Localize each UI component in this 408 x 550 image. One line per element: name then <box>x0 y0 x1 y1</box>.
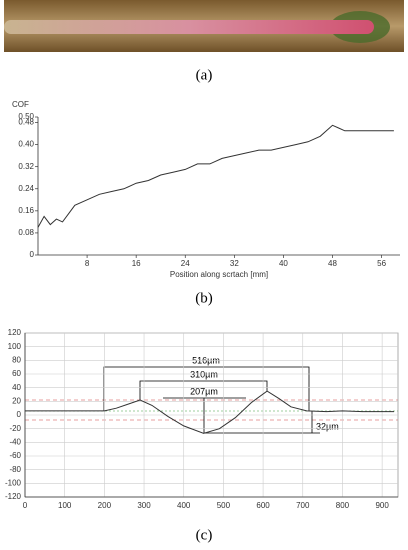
x-tick-label: 8 <box>85 259 90 268</box>
y-tick-label: -20 <box>9 424 21 433</box>
y-tick-label: -40 <box>9 437 21 446</box>
x-tick-label: 100 <box>58 501 72 510</box>
annotation: 207µm <box>190 386 218 396</box>
y-tick-label: 0.40 <box>18 140 34 149</box>
x-tick-label: 24 <box>181 259 190 268</box>
y-tick-label: 0.16 <box>18 206 34 215</box>
y-tick-label: -120 <box>5 492 22 501</box>
y-tick-label: 80 <box>12 355 21 364</box>
x-tick-label: 500 <box>217 501 231 510</box>
y-tick-label: 0.24 <box>18 184 34 193</box>
y-tick-label: 0.48 <box>18 118 34 127</box>
x-tick-label: 40 <box>279 259 288 268</box>
dimension-lines <box>103 366 320 434</box>
x-tick-label: 600 <box>256 501 270 510</box>
x-tick-label: 300 <box>137 501 151 510</box>
x-tick-label: 0 <box>23 501 28 510</box>
y-tick-label: 0.50 <box>18 112 34 121</box>
x-tick-label: 200 <box>98 501 112 510</box>
y-tick-label: 60 <box>12 369 21 378</box>
x-tick-label: 56 <box>377 259 386 268</box>
y-tick-label: 0.08 <box>18 228 34 237</box>
x-tick-label: 32 <box>230 259 239 268</box>
x-axis-label: Position along scrtach [mm] <box>170 270 268 279</box>
panel-label: (b) <box>195 290 213 306</box>
y-tick-label: 0 <box>17 410 22 419</box>
y-tick-label: 120 <box>8 328 22 337</box>
x-tick-label: 400 <box>177 501 191 510</box>
y-tick-label: 0 <box>30 250 35 259</box>
x-tick-label: 700 <box>296 501 310 510</box>
y-tick-label: -100 <box>5 478 22 487</box>
panel-label: (a) <box>196 67 213 83</box>
x-tick-label: 800 <box>336 501 350 510</box>
x-tick-label: 48 <box>328 259 337 268</box>
panel-label: (c) <box>196 527 213 543</box>
data-line <box>25 390 394 434</box>
y-tick-label: 20 <box>12 396 21 405</box>
y-tick-label: 40 <box>12 383 21 392</box>
y-axis-label: COF <box>12 100 29 109</box>
annotation: 310µm <box>190 369 218 379</box>
x-tick-label: 900 <box>375 501 389 510</box>
x-tick-label: 16 <box>132 259 141 268</box>
y-tick-label: 0.32 <box>18 162 34 171</box>
scratch-image <box>4 0 404 52</box>
reference-lines <box>25 399 398 421</box>
y-tick-label: 100 <box>8 342 22 351</box>
data-line <box>37 124 394 228</box>
annotation: 32µm <box>316 421 339 431</box>
y-tick-label: -60 <box>9 451 21 460</box>
y-tick-label: -80 <box>9 465 21 474</box>
